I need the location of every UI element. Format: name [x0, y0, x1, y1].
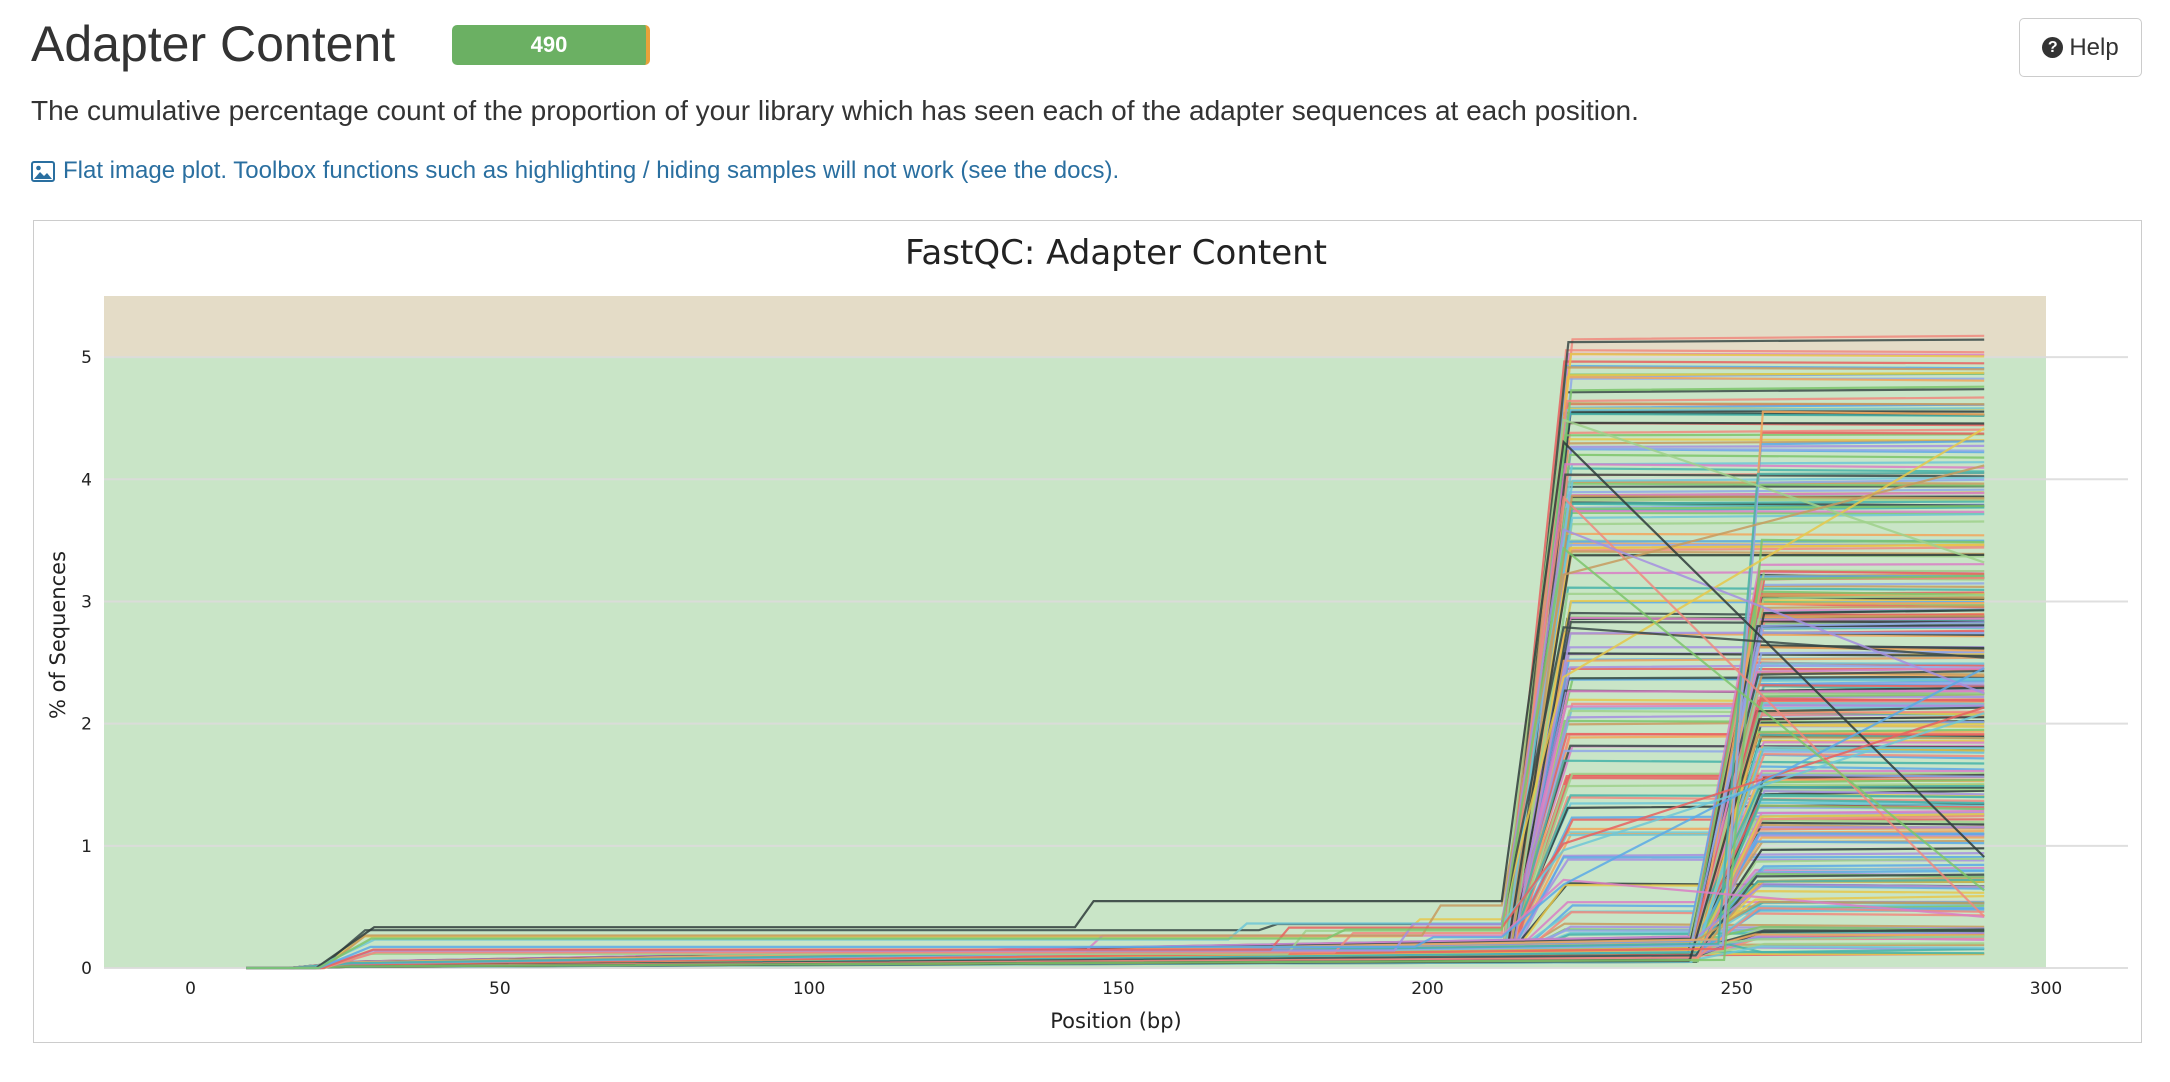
image-icon [31, 160, 55, 182]
page-title: Adapter Content [31, 16, 396, 72]
help-button-label: Help [2069, 33, 2119, 61]
x-tick-label: 50 [489, 979, 511, 999]
section-description: The cumulative percentage count of the p… [31, 95, 1639, 126]
x-tick-label: 150 [1102, 979, 1134, 999]
series-line [246, 439, 1985, 970]
x-tick-label: 200 [1411, 979, 1443, 999]
x-axis-ticks: 0 50 100 150 200 250 300 [185, 979, 2062, 999]
help-button[interactable]: ? Help [2019, 18, 2142, 77]
chart-title: FastQC: Adapter Content [905, 233, 1327, 273]
flat-image-plot-link[interactable]: Flat image plot. Toolbox functions such … [31, 156, 1119, 186]
x-tick-label: 0 [185, 979, 196, 999]
x-tick-label: 300 [2030, 979, 2062, 999]
y-axis-ticks: 0 1 2 3 4 5 [81, 348, 92, 979]
y-tick-label: 1 [81, 837, 92, 857]
plot-container: 0 50 100 150 200 250 300 0 1 2 3 4 5 FastQC: Adapte… [33, 220, 2142, 1043]
band-warn [104, 296, 2046, 358]
y-tick-label: 3 [81, 592, 92, 612]
y-tick-label: 0 [81, 959, 92, 979]
flat-image-plot-text: Flat image plot. Toolbox functions such … [63, 157, 1120, 184]
y-tick-label: 4 [81, 470, 92, 490]
sample-count-badge: 490 [452, 25, 650, 65]
series-line [246, 546, 1985, 970]
adapter-content-chart: 0 50 100 150 200 250 300 0 1 2 3 4 5 FastQC: Adapte… [46, 233, 2128, 1033]
y-tick-label: 2 [81, 715, 92, 735]
x-axis-label: Position (bp) [1050, 1009, 1182, 1033]
x-tick-label: 100 [793, 979, 825, 999]
y-axis-label: % of Sequences [46, 551, 70, 719]
question-circle-icon: ? [2042, 37, 2064, 58]
series-line [246, 667, 1985, 970]
y-tick-label: 5 [81, 348, 92, 368]
x-tick-label: 250 [1721, 979, 1753, 999]
series-lines [246, 334, 1985, 970]
